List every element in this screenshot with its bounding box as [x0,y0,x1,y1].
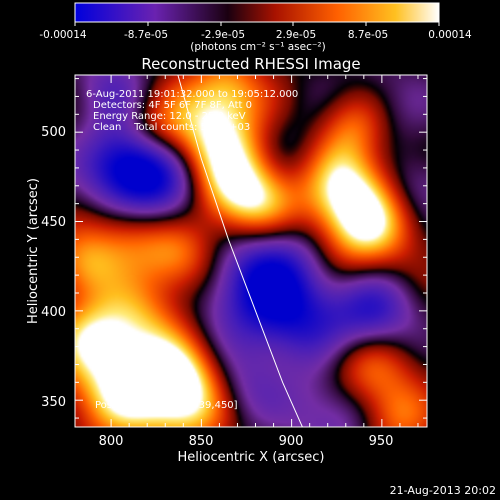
x-tick-label: 850 [189,434,214,449]
y-tick-label: 500 [41,125,66,140]
colorbar-tick-label: -0.00014 [39,29,87,41]
x-tick-label: 800 [99,434,124,449]
colorbar [74,2,440,23]
annotation-total-counts: Clean Total counts: 5.36E+03 [93,122,250,133]
heatmap-image [75,75,427,427]
colorbar-tick-label: 2.9e-05 [276,29,316,41]
y-tick-label: 400 [41,305,66,320]
y-tick-label: 350 [41,395,66,410]
annotation-time-range: 6-Aug-2011 19:01:32.000 to 19:05:12.000 [86,89,298,100]
colorbar-units: (photons cm⁻² s⁻¹ asec⁻²) [190,41,325,53]
colorbar-tick-label: -8.7e-05 [124,29,168,41]
colorbar-ticks [74,22,440,26]
plot-frame [74,74,428,428]
colorbar-tick-label: 0.00014 [428,29,472,41]
colorbar-tick-label: -2.9e-05 [201,29,245,41]
colorbar-tick-label: 8.7e-05 [348,29,388,41]
peak-marker [359,218,366,225]
x-tick-label: 900 [279,434,304,449]
chart-title: Reconstructed RHESSI Image [141,55,360,73]
peak-position-label: Position of Peak = [939,450] [95,400,238,411]
annotation-detectors: Detectors: 4F 5F 6F 7F 8F, Att 0 [93,100,252,111]
solar-limb-curve [177,75,303,427]
y-axis-label: Heliocentric Y (arcsec) [26,178,41,324]
y-tick-label: 450 [41,215,66,230]
axis-tick-marks [75,75,427,427]
x-axis-label: Heliocentric X (arcsec) [178,450,325,465]
annotation-energy-range: Energy Range: 12.0 - 25.0 keV [93,111,246,122]
footer-timestamp: 21-Aug-2013 20:02 [390,484,496,497]
annotation-block: 6-Aug-2011 19:01:32.000 to 19:05:12.000 … [86,89,298,133]
x-tick-label: 950 [369,434,394,449]
